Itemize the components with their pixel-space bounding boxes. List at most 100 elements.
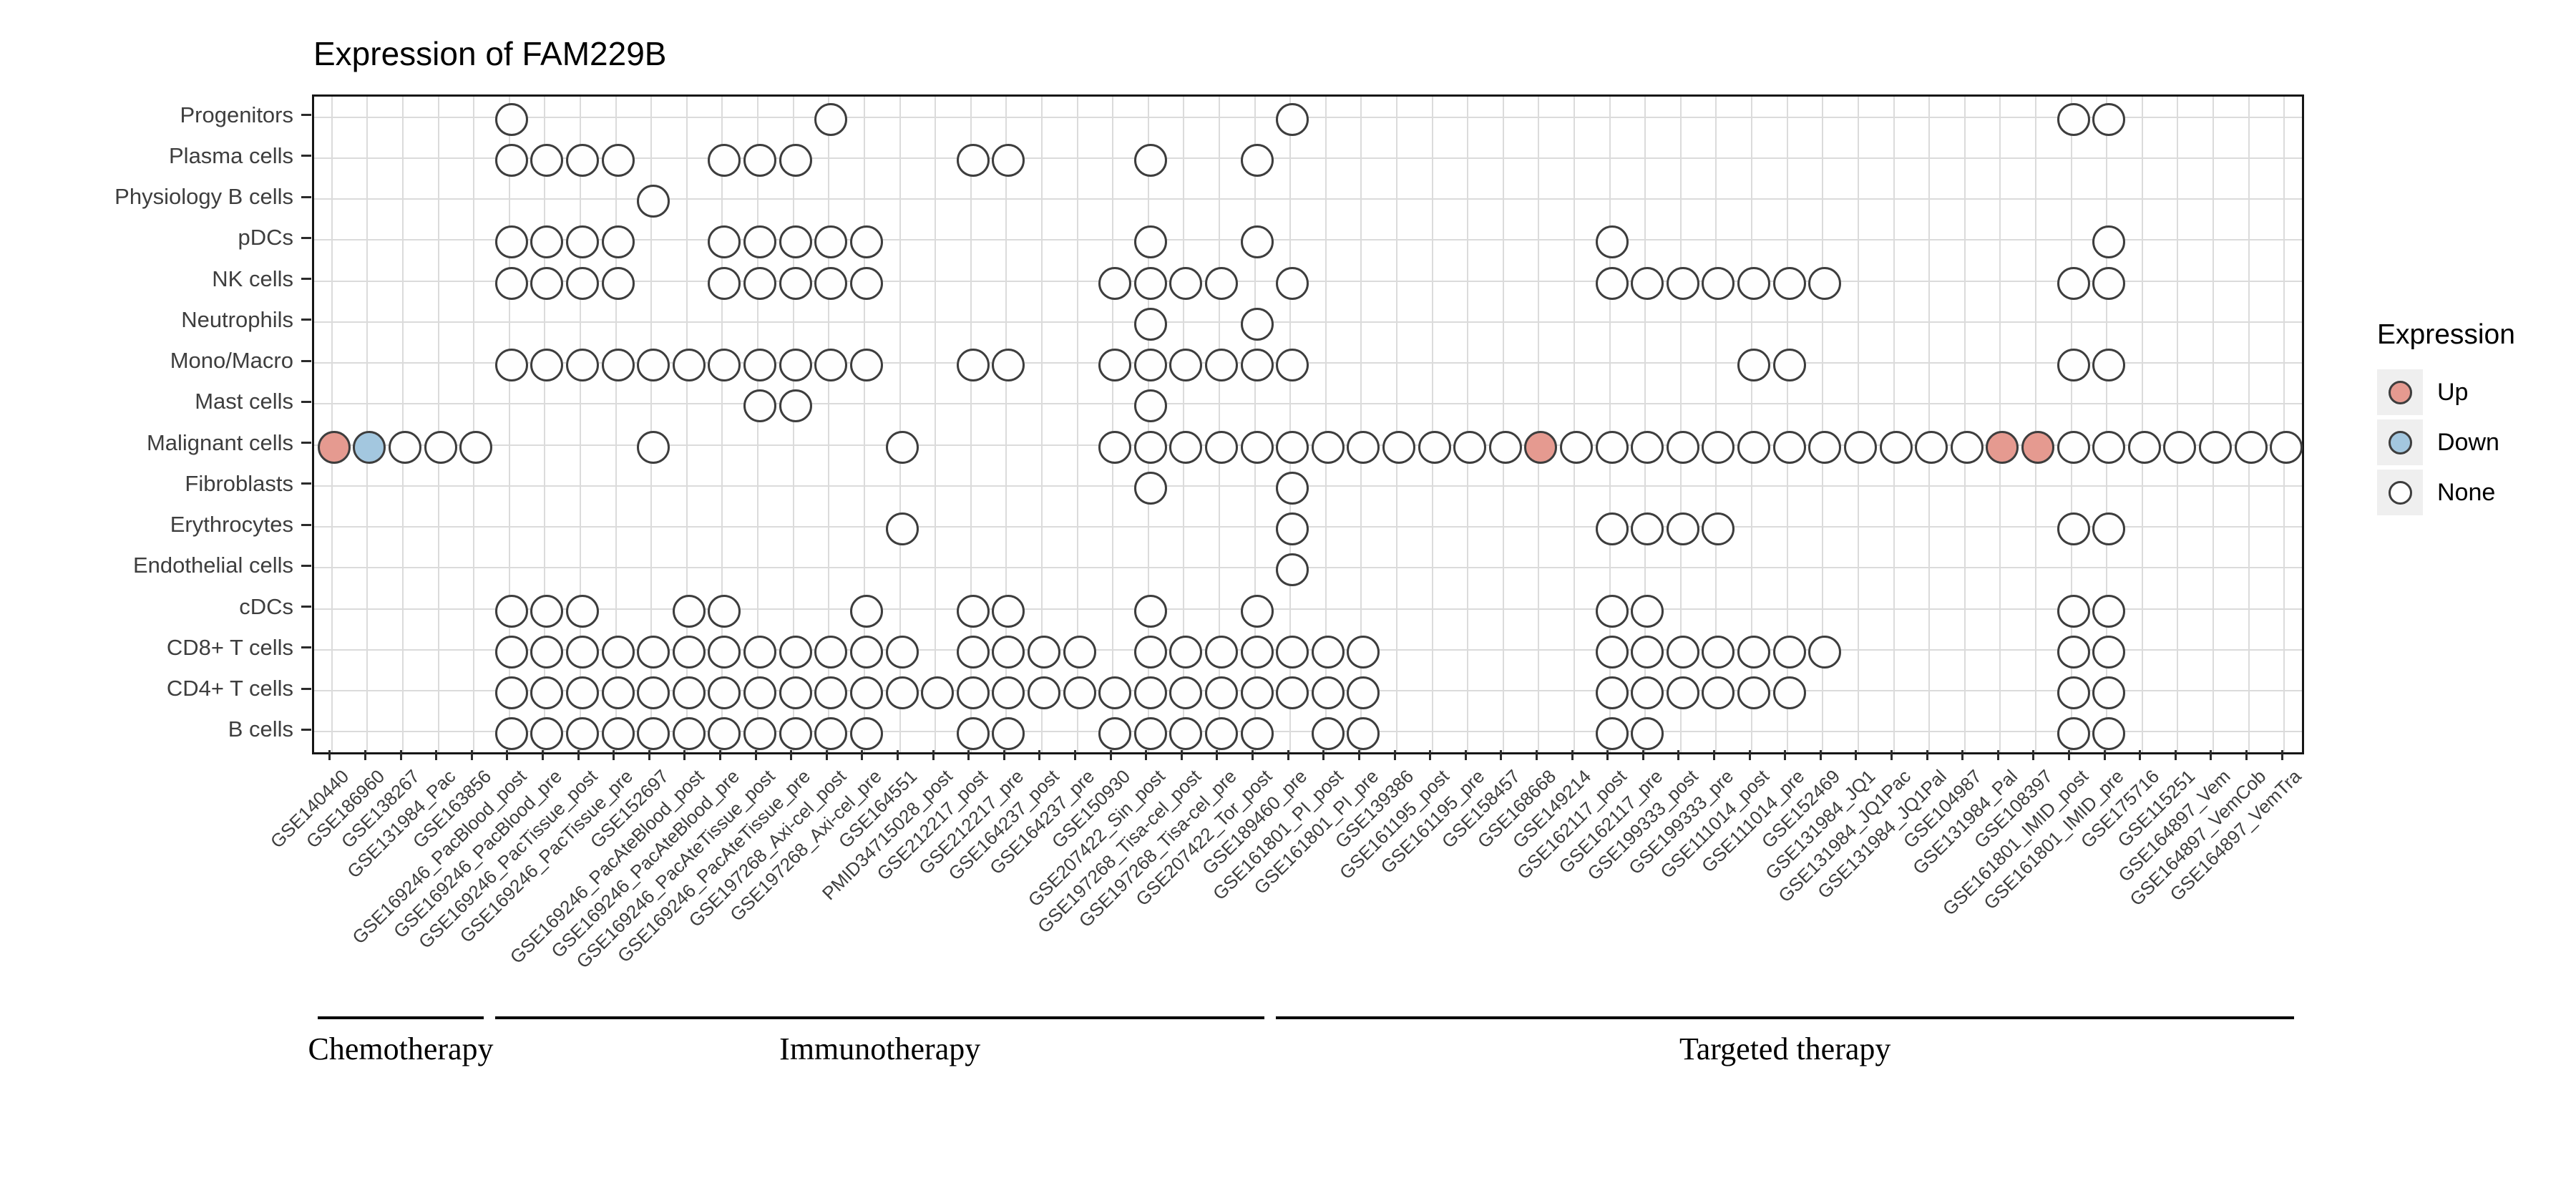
expression-dot[interactable]	[1595, 717, 1629, 751]
expression-dot[interactable]	[1169, 717, 1203, 751]
expression-dot[interactable]	[317, 430, 351, 464]
expression-dot[interactable]	[2198, 430, 2232, 464]
expression-dot[interactable]	[779, 635, 812, 669]
expression-dot[interactable]	[1027, 635, 1060, 669]
expression-dot[interactable]	[956, 717, 990, 751]
expression-dot[interactable]	[1702, 512, 1735, 546]
expression-dot[interactable]	[992, 676, 1025, 710]
expression-dot[interactable]	[708, 266, 741, 300]
expression-dot[interactable]	[849, 349, 883, 382]
expression-dot[interactable]	[779, 676, 812, 710]
expression-dot[interactable]	[1808, 430, 1842, 464]
expression-dot[interactable]	[566, 635, 600, 669]
expression-dot[interactable]	[1772, 266, 1806, 300]
expression-dot[interactable]	[992, 717, 1025, 751]
expression-dot[interactable]	[2163, 430, 2197, 464]
expression-dot[interactable]	[779, 143, 812, 177]
expression-dot[interactable]	[708, 143, 741, 177]
expression-dot[interactable]	[672, 717, 706, 751]
expression-dot[interactable]	[849, 676, 883, 710]
expression-dot[interactable]	[2057, 102, 2090, 136]
expression-dot[interactable]	[530, 676, 564, 710]
expression-dot[interactable]	[2092, 349, 2126, 382]
expression-dot[interactable]	[1276, 471, 1309, 505]
expression-dot[interactable]	[1702, 266, 1735, 300]
expression-dot[interactable]	[1347, 717, 1380, 751]
expression-dot[interactable]	[637, 430, 670, 464]
expression-dot[interactable]	[708, 635, 741, 669]
expression-dot[interactable]	[566, 143, 600, 177]
expression-dot[interactable]	[1631, 717, 1664, 751]
expression-dot[interactable]	[1382, 430, 1416, 464]
expression-dot[interactable]	[779, 266, 812, 300]
expression-dot[interactable]	[2270, 430, 2303, 464]
expression-dot[interactable]	[1276, 553, 1309, 587]
expression-dot[interactable]	[601, 717, 635, 751]
expression-dot[interactable]	[2092, 430, 2126, 464]
expression-dot[interactable]	[1347, 635, 1380, 669]
expression-dot[interactable]	[779, 349, 812, 382]
expression-dot[interactable]	[1311, 635, 1345, 669]
expression-dot[interactable]	[1950, 430, 1984, 464]
expression-dot[interactable]	[1311, 717, 1345, 751]
expression-dot[interactable]	[1631, 676, 1664, 710]
expression-dot[interactable]	[494, 143, 528, 177]
expression-dot[interactable]	[1204, 349, 1238, 382]
expression-dot[interactable]	[814, 717, 848, 751]
expression-dot[interactable]	[1631, 266, 1664, 300]
expression-dot[interactable]	[1808, 635, 1842, 669]
expression-dot[interactable]	[2092, 225, 2126, 259]
expression-dot[interactable]	[389, 430, 422, 464]
expression-dot[interactable]	[921, 676, 955, 710]
expression-dot[interactable]	[1204, 430, 1238, 464]
expression-dot[interactable]	[2057, 635, 2090, 669]
expression-dot[interactable]	[814, 349, 848, 382]
expression-dot[interactable]	[1560, 430, 1594, 464]
expression-dot[interactable]	[1595, 430, 1629, 464]
expression-dot[interactable]	[1204, 266, 1238, 300]
expression-dot[interactable]	[1595, 266, 1629, 300]
expression-dot[interactable]	[1772, 635, 1806, 669]
expression-dot[interactable]	[1347, 676, 1380, 710]
expression-dot[interactable]	[530, 225, 564, 259]
expression-dot[interactable]	[1240, 307, 1274, 341]
expression-dot[interactable]	[530, 266, 564, 300]
expression-dot[interactable]	[992, 349, 1025, 382]
expression-dot[interactable]	[992, 594, 1025, 628]
expression-dot[interactable]	[956, 676, 990, 710]
expression-dot[interactable]	[743, 349, 777, 382]
expression-dot[interactable]	[2092, 635, 2126, 669]
expression-dot[interactable]	[1240, 717, 1274, 751]
expression-dot[interactable]	[849, 266, 883, 300]
expression-dot[interactable]	[530, 717, 564, 751]
expression-dot[interactable]	[2021, 430, 2054, 464]
expression-dot[interactable]	[1204, 676, 1238, 710]
expression-dot[interactable]	[1631, 430, 1664, 464]
expression-dot[interactable]	[1524, 430, 1558, 464]
expression-dot[interactable]	[601, 676, 635, 710]
expression-dot[interactable]	[1133, 389, 1167, 423]
expression-dot[interactable]	[1133, 143, 1167, 177]
expression-dot[interactable]	[601, 349, 635, 382]
expression-dot[interactable]	[2057, 717, 2090, 751]
expression-dot[interactable]	[956, 635, 990, 669]
expression-dot[interactable]	[1666, 676, 1699, 710]
expression-dot[interactable]	[1311, 430, 1345, 464]
expression-dot[interactable]	[494, 594, 528, 628]
expression-dot[interactable]	[530, 594, 564, 628]
expression-dot[interactable]	[672, 349, 706, 382]
expression-dot[interactable]	[743, 635, 777, 669]
expression-dot[interactable]	[849, 225, 883, 259]
expression-dot[interactable]	[1631, 512, 1664, 546]
expression-dot[interactable]	[849, 635, 883, 669]
expression-dot[interactable]	[708, 717, 741, 751]
expression-dot[interactable]	[1595, 512, 1629, 546]
expression-dot[interactable]	[2057, 676, 2090, 710]
expression-dot[interactable]	[601, 225, 635, 259]
expression-dot[interactable]	[1276, 102, 1309, 136]
expression-dot[interactable]	[1276, 430, 1309, 464]
expression-dot[interactable]	[1169, 676, 1203, 710]
expression-dot[interactable]	[1631, 635, 1664, 669]
expression-dot[interactable]	[353, 430, 386, 464]
expression-dot[interactable]	[2057, 349, 2090, 382]
